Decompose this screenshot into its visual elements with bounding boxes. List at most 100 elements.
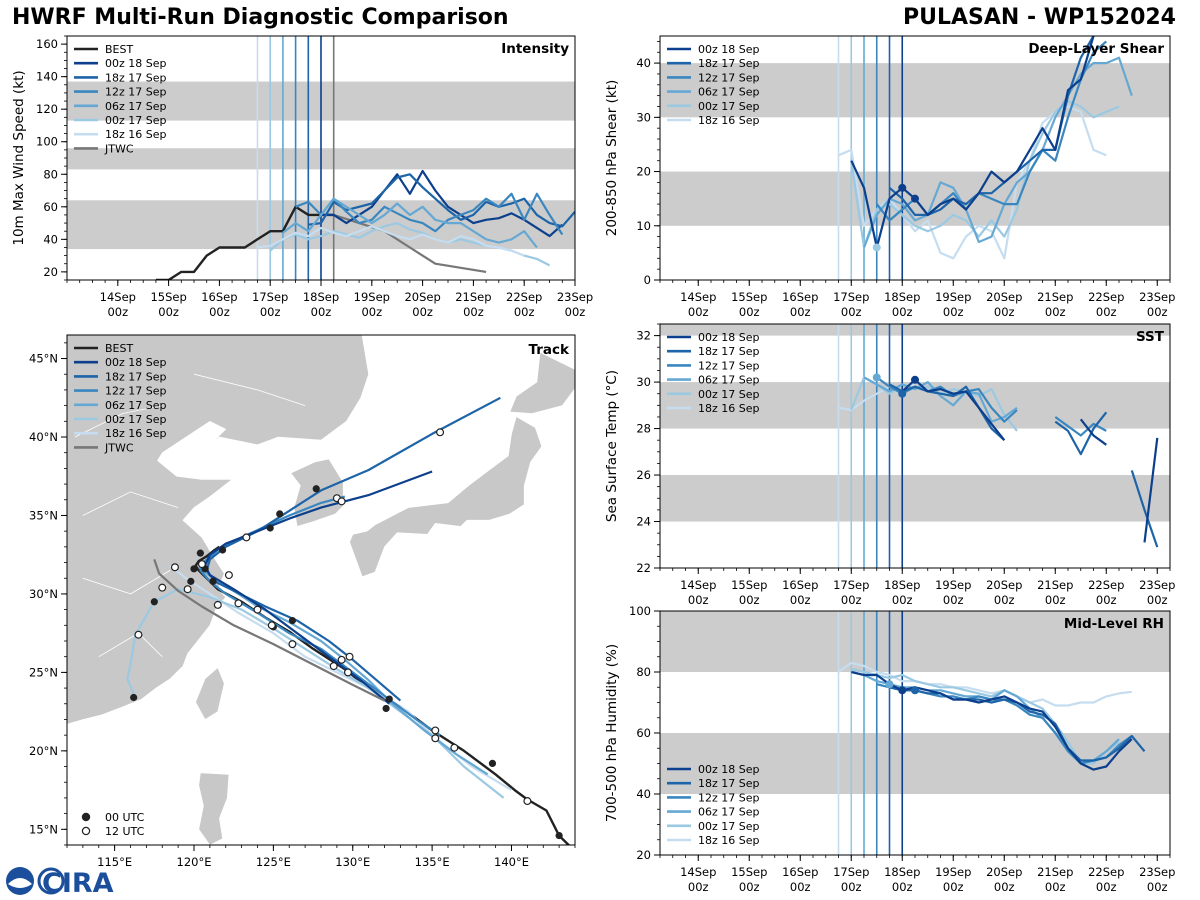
- xtick-label-shear-17sep: 17Sep: [833, 290, 869, 304]
- panel-title-sst: SST: [1136, 329, 1165, 345]
- ylabel-sst: Sea Surface Temp (°C): [604, 370, 620, 522]
- ytick-label-rh-60: 60: [636, 726, 651, 740]
- xtick-sub-intensity-15sep: 00z: [158, 305, 179, 319]
- track-point-12utc-16: [337, 497, 346, 506]
- xtick-label-rh-16sep: 16Sep: [782, 865, 818, 879]
- panel-title-shear: Deep-Layer Shear: [1028, 41, 1164, 57]
- series-sst-00z-18-sep-c: [1143, 437, 1159, 543]
- ytick-label-track-40: 40°N: [29, 430, 58, 444]
- xtick-label-track-130: 130°E: [335, 855, 370, 869]
- xtick-label-rh-21sep: 21Sep: [1037, 865, 1073, 879]
- xtick-sub-sst-17sep: 00z: [841, 593, 862, 607]
- series-shear-18z-16-sep: [838, 105, 1107, 260]
- legend-label-shear-3: 06z 17 Sep: [698, 86, 760, 99]
- track-point-00utc-12: [130, 693, 138, 702]
- xtick-label-intensity-16sep: 16Sep: [201, 290, 237, 304]
- legend-label-intensity-3: 12z 17 Sep: [105, 86, 167, 99]
- xtick-sub-intensity-19sep: 00z: [361, 305, 382, 319]
- ytick-label-sst-26: 26: [636, 468, 651, 482]
- legend-label-sst-1: 18z 17 Sep: [698, 345, 760, 358]
- xtick-sub-sst-19sep: 00z: [943, 593, 964, 607]
- band-sst-0: [660, 475, 1170, 522]
- marker-shear-1: [898, 183, 907, 192]
- ytick-label-rh-80: 80: [636, 665, 651, 679]
- series-sst-00z-18-sep-b: [1079, 418, 1107, 446]
- marker-rh-2: [911, 686, 919, 695]
- series-intensity-18z-16-sep: [257, 225, 525, 257]
- xtick-sub-shear-16sep: 00z: [790, 305, 811, 319]
- xtick-label-intensity-20sep: 20Sep: [404, 290, 440, 304]
- xtick-sub-rh-17sep: 00z: [841, 880, 862, 894]
- series-sst-06z-17-sep: [863, 376, 1018, 423]
- ytick-label-rh-40: 40: [636, 787, 651, 801]
- track-point-12utc-20: [329, 662, 338, 671]
- ytick-label-intensity-100: 100: [36, 135, 58, 149]
- panel-title-intensity: Intensity: [501, 41, 569, 57]
- series-sst-00z-18-sep: [901, 378, 1006, 441]
- legend-label-sst-5: 18z 16 Sep: [698, 402, 760, 415]
- xtick-label-intensity-19sep: 19Sep: [354, 290, 390, 304]
- xtick-label-rh-15sep: 15Sep: [731, 865, 767, 879]
- ytick-label-shear-10: 10: [636, 219, 651, 233]
- marker-sst-2: [911, 375, 919, 384]
- track-jtwc: [153, 559, 385, 702]
- xtick-sub-rh-18sep: 00z: [892, 880, 913, 894]
- track-point-00utc-0: [555, 831, 563, 840]
- xtick-label-shear-15sep: 15Sep: [731, 290, 767, 304]
- xtick-label-sst-20sep: 20Sep: [986, 578, 1022, 592]
- xtick-label-sst-17sep: 17Sep: [833, 578, 869, 592]
- ytick-label-sst-24: 24: [636, 515, 651, 529]
- xtick-label-intensity-23sep: 23Sep: [557, 290, 593, 304]
- legend-label-intensity-1: 00z 18 Sep: [105, 57, 167, 70]
- legend-label-intensity-2: 18z 17 Sep: [105, 71, 167, 84]
- series-intensity-00z-18-sep: [321, 169, 564, 238]
- series-sst-18z-17-sep-c: [1130, 470, 1159, 548]
- ytick-label-shear-30: 30: [636, 110, 651, 124]
- xtick-sub-shear-22sep: 00z: [1096, 305, 1117, 319]
- xtick-label-sst-16sep: 16Sep: [782, 578, 818, 592]
- marker-legend-symbol-1: [81, 826, 91, 836]
- ytick-label-sst-28: 28: [636, 422, 651, 436]
- series-rh-18z-16-sep: [837, 661, 1132, 707]
- track-point-12utc-17: [436, 428, 445, 437]
- series-sst-18z-17-sep: [888, 383, 1006, 442]
- ytick-label-intensity-120: 120: [36, 102, 58, 116]
- marker-sst-0: [872, 373, 881, 382]
- xtick-sub-rh-16sep: 00z: [790, 880, 811, 894]
- marker-shear-2: [911, 194, 919, 203]
- track-point-00utc-11: [150, 598, 158, 606]
- xtick-label-sst-15sep: 15Sep: [731, 578, 767, 592]
- province-border-4: [193, 373, 306, 406]
- legend-label-track-4: 06z 17 Sep: [105, 399, 167, 412]
- legend-label-intensity-0: BEST: [105, 43, 133, 56]
- xtick-label-rh-22sep: 22Sep: [1088, 865, 1124, 879]
- track-point-00utc-5: [218, 546, 227, 554]
- track-point-00utc-10: [187, 577, 195, 585]
- track-point-12utc-8: [234, 599, 243, 608]
- ytick-label-intensity-20: 20: [43, 265, 58, 279]
- track-point-12utc-3: [337, 655, 346, 664]
- marker-legend-label-0: 00 UTC: [105, 811, 145, 824]
- marker-rh-1: [898, 686, 907, 695]
- track-06z-17-sep: [198, 566, 489, 776]
- legend-label-shear-5: 18z 16 Sep: [698, 114, 760, 127]
- xtick-label-shear-16sep: 16Sep: [782, 290, 818, 304]
- xtick-sub-intensity-16sep: 00z: [209, 305, 230, 319]
- track-point-12utc-22: [431, 734, 440, 743]
- xtick-label-rh-23sep: 23Sep: [1139, 865, 1175, 879]
- legend-label-track-0: BEST: [105, 342, 133, 355]
- series-intensity-12z-17-sep: [295, 192, 564, 236]
- xtick-sub-shear-18sep: 00z: [892, 305, 913, 319]
- xtick-label-rh-20sep: 20Sep: [986, 865, 1022, 879]
- panel-title-track: Track: [529, 342, 570, 358]
- series-rh-00z-18-sep: [851, 670, 1133, 771]
- legend-label-rh-5: 18z 16 Sep: [698, 834, 760, 847]
- land-luzon: [198, 772, 230, 845]
- xtick-label-shear-14sep: 14Sep: [680, 290, 716, 304]
- province-border-3: [74, 405, 163, 438]
- xtick-sub-intensity-18sep: 00z: [311, 305, 332, 319]
- track-point-00utc-15: [190, 565, 198, 573]
- track-point-12utc-12: [170, 563, 179, 572]
- xtick-sub-rh-20sep: 00z: [994, 880, 1015, 894]
